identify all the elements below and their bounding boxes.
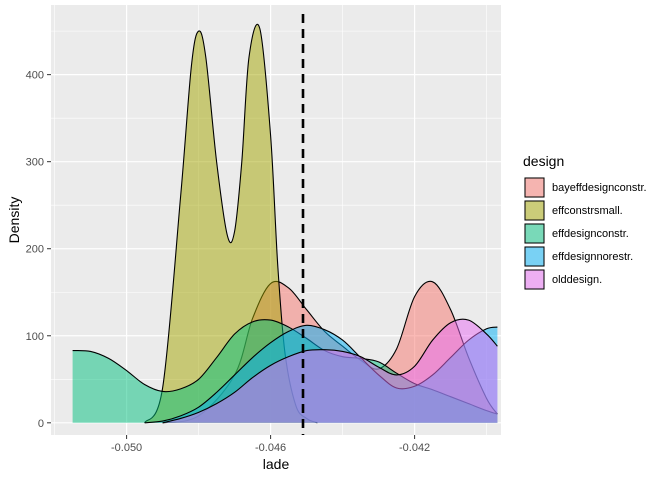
legend-key-swatch	[524, 269, 545, 290]
legend-label: effdesignconstr.	[552, 228, 629, 240]
density-line-4	[162, 318, 498, 424]
x-tick-label: -0.046	[255, 442, 286, 454]
y-tick-label: 400	[26, 70, 44, 82]
legend-label: bayeffdesignconstr.	[552, 182, 647, 194]
x-tick-label: -0.050	[111, 442, 142, 454]
y-tick-label: 100	[26, 331, 44, 343]
density-area-4	[162, 319, 498, 423]
legend-key-swatch	[524, 246, 545, 267]
legend-label: effdesignnorestr.	[552, 251, 633, 263]
legend-title: design	[523, 153, 564, 169]
legend-key-swatch	[524, 223, 545, 244]
x-axis-title: lade	[263, 456, 290, 472]
y-tick-label: 0	[38, 418, 44, 430]
x-tick-label: -0.042	[399, 442, 430, 454]
y-tick-label: 200	[26, 244, 44, 256]
legend-key-swatch	[524, 177, 545, 198]
y-tick-label: 300	[26, 157, 44, 169]
density-areas	[72, 23, 498, 424]
legend-label: olddesign.	[552, 274, 602, 286]
legend-label: effconstrsmall.	[552, 205, 623, 217]
legend: design bayeffdesignconstr. effconstrsmall…	[523, 153, 647, 290]
legend-key-swatch	[524, 200, 545, 221]
y-axis-title: Density	[6, 197, 22, 244]
axes: -0.050 -0.046 -0.042 0 100 200 300 400	[26, 70, 431, 454]
